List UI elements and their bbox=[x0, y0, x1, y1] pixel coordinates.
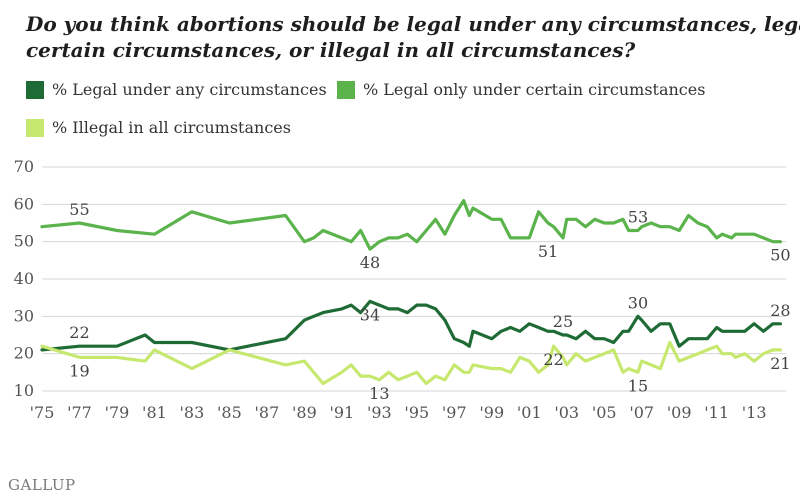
y-tick-label: 30 bbox=[14, 306, 34, 325]
chart-title-line-2: certain circumstances, or illegal in all… bbox=[26, 38, 635, 62]
data-label: 25 bbox=[553, 312, 573, 331]
x-tick-label: '83 bbox=[180, 403, 205, 422]
y-tick-label: 40 bbox=[14, 269, 34, 288]
x-tick-label: '81 bbox=[142, 403, 167, 422]
data-label: 50 bbox=[770, 246, 790, 265]
x-tick-label: '03 bbox=[554, 403, 579, 422]
x-tick-label: '95 bbox=[404, 403, 429, 422]
x-tick-label: '77 bbox=[67, 403, 92, 422]
y-axis: 10 20 30 40 50 60 70 bbox=[14, 157, 34, 400]
x-tick-label: '05 bbox=[592, 403, 617, 422]
x-tick-label: '99 bbox=[479, 403, 504, 422]
x-tick-label: '75 bbox=[30, 403, 55, 422]
data-labels: 22 34 25 30 28 55 48 51 53 50 19 13 22 15 21 bbox=[69, 200, 790, 403]
data-label: 34 bbox=[360, 305, 380, 324]
legend-label-illegal: % Illegal in all circumstances bbox=[52, 118, 291, 137]
legend-swatch-legal-any bbox=[26, 81, 44, 99]
x-tick-label: '93 bbox=[367, 403, 392, 422]
legend-label-legal-any: % Legal under any circumstances bbox=[52, 80, 327, 99]
x-tick-label: '01 bbox=[517, 403, 542, 422]
series-line-1 bbox=[40, 299, 782, 352]
chart-title-line-1: Do you think abortions should be legal u… bbox=[25, 12, 800, 36]
x-tick-label: '97 bbox=[442, 403, 467, 422]
data-label: 48 bbox=[360, 253, 380, 272]
data-label: 22 bbox=[543, 350, 563, 369]
x-tick-label: '13 bbox=[742, 403, 767, 422]
y-tick-label: 50 bbox=[14, 232, 34, 251]
series-line-2 bbox=[40, 199, 782, 251]
y-tick-label: 70 bbox=[14, 157, 34, 176]
y-tick-label: 20 bbox=[14, 344, 34, 363]
source-logo: GALLUP bbox=[8, 476, 76, 494]
data-label: 30 bbox=[628, 293, 648, 312]
x-tick-label: '09 bbox=[667, 403, 692, 422]
legend-label-legal-certain: % Legal only under certain circumstances bbox=[363, 80, 705, 99]
data-label: 13 bbox=[369, 384, 389, 403]
gridlines bbox=[42, 166, 786, 392]
legend-swatch-illegal bbox=[26, 119, 44, 137]
data-label: 51 bbox=[538, 242, 558, 261]
data-label: 53 bbox=[628, 207, 648, 226]
x-tick-label: '11 bbox=[704, 403, 729, 422]
data-label: 21 bbox=[770, 354, 790, 373]
legend: % Legal under any circumstances % Legal … bbox=[26, 80, 705, 137]
x-axis: '75 '77 '79 '81 '83 '85 '87 '89 '91 '93 '95 '97 '99 '… bbox=[30, 403, 767, 422]
data-label: 19 bbox=[69, 361, 89, 380]
x-tick-label: '91 bbox=[329, 403, 354, 422]
data-label: 15 bbox=[628, 376, 648, 395]
series-line-3 bbox=[40, 340, 782, 386]
x-tick-label: '07 bbox=[629, 403, 654, 422]
x-tick-label: '79 bbox=[105, 403, 130, 422]
legend-swatch-legal-certain bbox=[337, 81, 355, 99]
y-tick-label: 60 bbox=[14, 194, 34, 213]
x-tick-label: '89 bbox=[292, 403, 317, 422]
data-label: 28 bbox=[770, 301, 790, 320]
y-tick-label: 10 bbox=[14, 381, 34, 400]
x-tick-label: '87 bbox=[255, 403, 280, 422]
series-lines bbox=[40, 199, 782, 386]
data-label: 55 bbox=[69, 200, 89, 219]
x-tick-label: '85 bbox=[217, 403, 242, 422]
data-label: 22 bbox=[69, 323, 89, 342]
